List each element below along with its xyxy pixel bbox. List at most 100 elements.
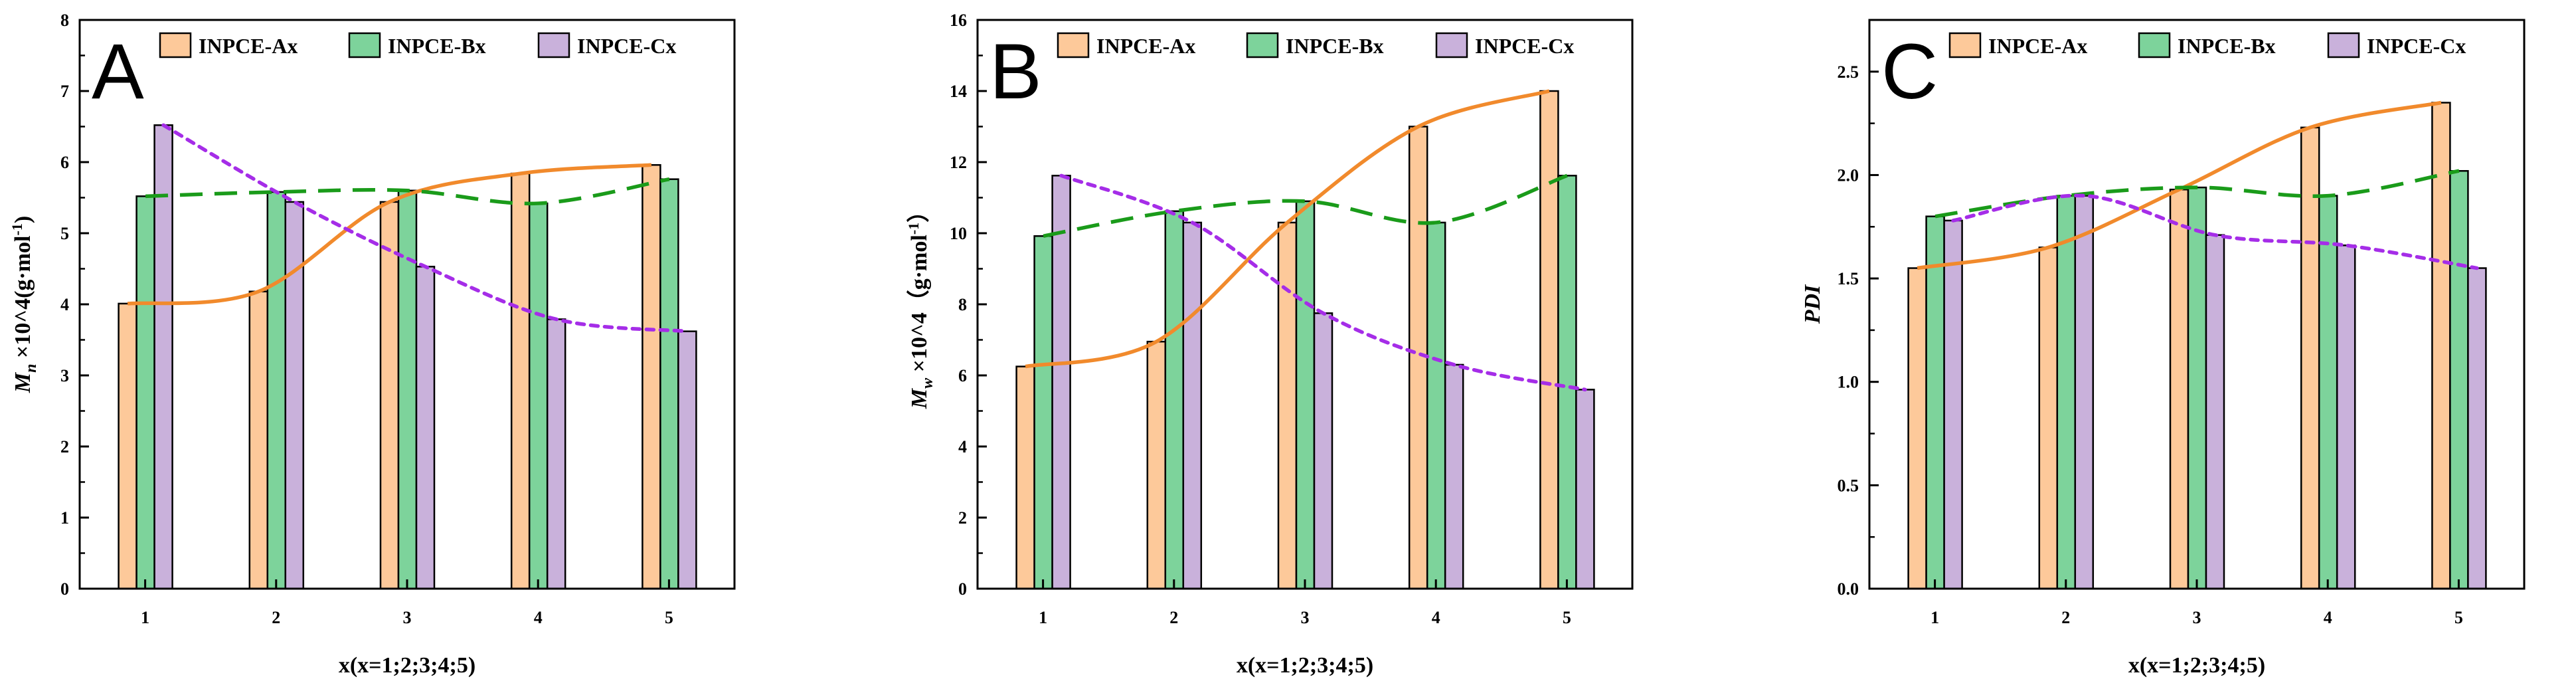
bar — [677, 330, 697, 590]
y-tick-label: 12 — [950, 153, 967, 172]
trend-line — [1951, 193, 2479, 270]
y-axis-title-sub: w — [919, 377, 936, 389]
x-tick-label: 3 — [2193, 608, 2201, 627]
y-tick-label: 4 — [958, 437, 967, 456]
y-axis-title-main: PDI — [1800, 284, 1825, 324]
x-axis-title: x(x=1;2;3;4;5) — [2128, 653, 2265, 678]
y-axis-title: Mw ×10^4（g·mol-1） — [905, 200, 936, 409]
legend-swatch — [1948, 32, 1982, 58]
y-axis-title-sup: -1 — [9, 223, 25, 235]
trend-line — [1025, 89, 1550, 369]
trend-line — [1043, 173, 1568, 238]
x-axis-title: x(x=1;2;3;4;5) — [1237, 653, 1373, 678]
bar — [1575, 389, 1595, 590]
y-tick-label: 4 — [60, 295, 69, 314]
y-tick-label: 3 — [60, 366, 69, 385]
trend-line — [161, 123, 689, 334]
y-axis-title-end: ) — [11, 216, 35, 223]
trend-line — [1059, 173, 1587, 392]
bar — [397, 189, 418, 590]
y-tick-label: 0 — [958, 579, 967, 599]
y-axis-title-sub: n — [23, 364, 40, 373]
panel-letter: C — [1881, 28, 1938, 116]
trend-line — [127, 163, 652, 306]
legend-label: INPCE-Cx — [577, 34, 676, 58]
y-tick-label: 7 — [60, 82, 69, 101]
y-axis-title-sup: -1 — [905, 223, 922, 235]
bar — [510, 172, 531, 590]
trend-line — [1917, 100, 2442, 270]
legend-label: INPCE-Cx — [1475, 34, 1574, 58]
bar — [528, 202, 549, 590]
x-tick-label: 5 — [665, 608, 673, 627]
legend-swatch — [348, 32, 381, 58]
x-tick-label: 4 — [1432, 608, 1440, 627]
bar — [2038, 246, 2059, 590]
bar — [546, 318, 566, 590]
bar — [1015, 365, 1035, 590]
panel-letter: B — [989, 28, 1042, 116]
bar — [1426, 221, 1446, 590]
bar — [2074, 195, 2095, 590]
legend-label: INPCE-Ax — [1096, 34, 1195, 58]
y-axis-title-unit: ×10^4（g·mol — [906, 235, 932, 378]
bar — [2336, 245, 2356, 590]
y-tick-label: 6 — [958, 366, 967, 385]
panel-c: 0.0 0.5 1.0 1.5 2.0 2.5 1 2 3 4 5 x(x=1;2;3;4;5) PDI… — [1800, 19, 2526, 678]
y-axis-title-main: M — [907, 387, 932, 409]
x-tick-label: 2 — [1169, 608, 1178, 627]
bar — [2318, 195, 2338, 590]
x-tick-label: 1 — [1039, 608, 1047, 627]
y-tick-label: 14 — [950, 82, 967, 101]
bar — [379, 201, 400, 590]
y-tick-label: 10 — [950, 224, 967, 243]
bar — [1277, 221, 1298, 590]
y-axis-title: Mn ×10^4(g·mol-1) — [9, 216, 40, 393]
legend-label: INPCE-Cx — [2367, 34, 2466, 58]
legend-swatch — [537, 32, 570, 58]
bar — [1408, 126, 1428, 590]
legend-swatch — [1246, 32, 1279, 58]
x-tick-label: 5 — [1563, 608, 1571, 627]
bar — [248, 290, 269, 590]
x-tick-label: 2 — [2061, 608, 2070, 627]
bar — [1164, 210, 1185, 590]
y-axis-title-main: M — [11, 371, 35, 393]
bar — [2187, 186, 2207, 590]
bar — [1182, 221, 1203, 590]
y-axis-title-unit: ×10^4(g·mol — [11, 236, 35, 364]
x-tick-label: 1 — [141, 608, 149, 627]
x-tick-label: 3 — [1301, 608, 1310, 627]
bar — [1295, 200, 1316, 590]
x-axis-title: x(x=1;2;3;4;5) — [339, 653, 475, 678]
panel-letter: A — [92, 28, 144, 116]
x-tick-label: 4 — [2324, 608, 2332, 627]
bar — [1051, 175, 1071, 590]
bar — [1925, 215, 1945, 590]
y-tick-label: 6 — [60, 153, 69, 172]
x-tick-label: 4 — [534, 608, 543, 627]
y-tick-label: 16 — [950, 11, 967, 30]
y-tick-label: 1.0 — [1838, 373, 1859, 392]
legend-swatch — [2327, 32, 2360, 58]
bar — [2467, 267, 2487, 590]
y-tick-label: 8 — [60, 11, 69, 30]
bar — [2056, 195, 2077, 590]
y-tick-label: 2.0 — [1838, 165, 1859, 185]
legend-swatch — [1435, 32, 1468, 58]
y-tick-label: 8 — [958, 295, 967, 314]
y-tick-label: 2 — [60, 437, 69, 456]
bar — [1539, 90, 1559, 590]
bar — [266, 191, 287, 590]
x-tick-label: 3 — [403, 608, 412, 627]
bar — [1146, 340, 1167, 590]
bar — [2169, 188, 2190, 590]
bar — [135, 195, 155, 590]
y-tick-label: 5 — [60, 224, 69, 243]
legend-label: INPCE-Bx — [1286, 34, 1384, 58]
bar — [284, 201, 305, 590]
bar — [2449, 169, 2469, 590]
legend-label: INPCE-Ax — [1988, 34, 2087, 58]
